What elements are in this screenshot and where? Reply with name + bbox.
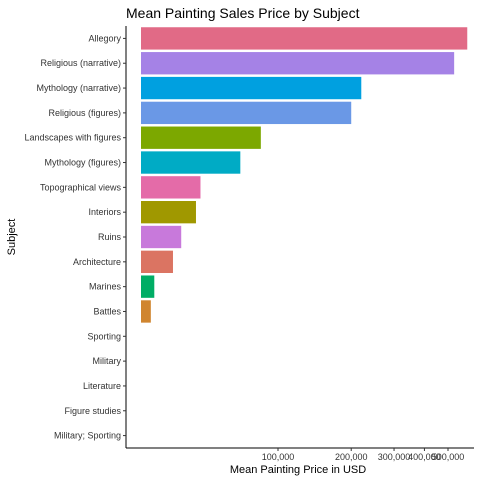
y-tick-label: Religious (figures) — [48, 108, 121, 118]
bar-mythology-narrative — [141, 76, 362, 100]
x-tick-label: 200,000 — [335, 452, 368, 462]
y-tick-label: Religious (narrative) — [40, 58, 121, 68]
y-tick-label: Ruins — [98, 232, 122, 242]
y-tick-label: Architecture — [73, 257, 121, 267]
chart-title: Mean Painting Sales Price by Subject — [126, 5, 360, 21]
y-tick-label: Mythology (figures) — [44, 158, 121, 168]
bars-group — [141, 27, 468, 323]
bar-ruins — [141, 225, 182, 249]
x-tick-label: 100,000 — [262, 452, 295, 462]
y-axis-title: Subject — [6, 219, 18, 256]
y-tick-label: Literature — [83, 381, 121, 391]
bar-mythology-figures — [141, 151, 241, 174]
bar-religious-narrative — [141, 52, 455, 75]
y-tick-label: Marines — [89, 282, 122, 292]
y-tick-label: Military; Sporting — [54, 431, 121, 441]
y-tick-label: Topographical views — [40, 182, 122, 192]
bar-landscapes-with-figures — [141, 126, 261, 149]
bar-marines — [141, 275, 155, 298]
bar-architecture — [141, 250, 173, 273]
bar-religious-figures — [141, 101, 352, 125]
bar-interiors — [141, 201, 196, 224]
y-tick-label: Mythology (narrative) — [36, 83, 121, 93]
bar-topographical-views — [141, 176, 201, 199]
x-tick-label: 400,000 — [408, 452, 441, 462]
y-tick-label: Interiors — [88, 207, 121, 217]
y-tick-label: Battles — [93, 306, 121, 316]
x-axis-title: Mean Painting Price in USD — [230, 464, 366, 476]
y-tick-label: Sporting — [87, 331, 121, 341]
y-axis: Allegory Religious (narrative) Mythology (… — [24, 26, 127, 448]
x-tick-label: 300,000 — [378, 452, 411, 462]
bar-allegory — [141, 27, 468, 50]
y-tick-label: Military — [93, 356, 122, 366]
x-tick-label: 500,000 — [432, 452, 465, 462]
bar-battles — [141, 300, 151, 323]
y-tick-label: Allegory — [88, 33, 121, 43]
y-tick-label: Figure studies — [64, 406, 121, 416]
y-tick-label: Landscapes with figures — [24, 133, 121, 143]
